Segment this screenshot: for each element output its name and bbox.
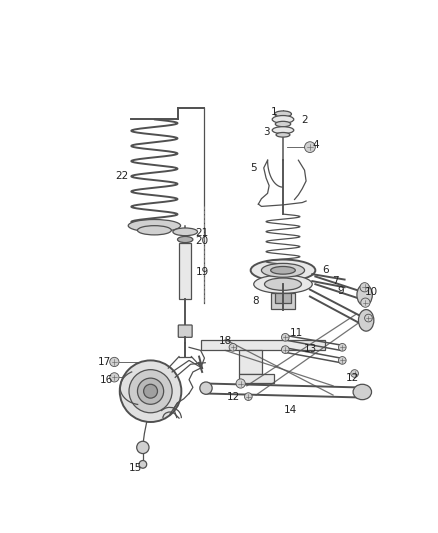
Bar [271,294,295,309]
Circle shape [361,298,370,308]
Text: 14: 14 [284,406,297,415]
Text: 5: 5 [251,163,257,173]
Circle shape [364,314,372,322]
Circle shape [120,360,181,422]
Text: 1: 1 [270,108,277,117]
Circle shape [244,393,252,400]
Circle shape [229,343,237,351]
Text: 13: 13 [304,344,317,354]
Ellipse shape [272,116,294,123]
Text: 15: 15 [128,463,142,473]
Text: 16: 16 [100,375,113,385]
Text: 21: 21 [195,228,209,238]
Circle shape [282,346,289,353]
Text: 8: 8 [253,296,259,306]
Circle shape [129,370,172,413]
Bar [239,374,274,383]
Text: 22: 22 [116,171,129,181]
Circle shape [236,379,245,388]
Bar [239,350,262,374]
Ellipse shape [276,122,291,127]
Circle shape [351,370,358,377]
Circle shape [304,142,315,152]
Bar [201,340,325,350]
Bar [179,243,191,299]
Circle shape [144,384,158,398]
Bar [276,294,291,303]
Circle shape [282,334,289,341]
Text: 17: 17 [98,357,111,367]
Ellipse shape [276,133,290,137]
Text: 10: 10 [365,287,378,297]
Circle shape [137,441,149,454]
Ellipse shape [358,310,374,331]
Ellipse shape [272,127,294,134]
Text: 20: 20 [196,236,209,246]
Ellipse shape [138,225,171,235]
Text: 2: 2 [301,115,308,125]
Ellipse shape [177,237,193,243]
Text: 12: 12 [346,373,359,383]
Ellipse shape [254,275,312,294]
Ellipse shape [200,382,212,394]
Text: 11: 11 [290,328,303,338]
Ellipse shape [251,260,315,281]
Ellipse shape [128,220,180,232]
Text: 7: 7 [332,276,339,286]
Circle shape [138,378,164,405]
Ellipse shape [275,111,291,117]
FancyBboxPatch shape [178,325,192,337]
Ellipse shape [353,384,371,400]
Circle shape [139,461,147,468]
Circle shape [110,373,119,382]
Text: 6: 6 [322,265,328,276]
Ellipse shape [173,228,198,236]
Ellipse shape [261,263,304,277]
Circle shape [339,357,346,364]
Text: 18: 18 [219,336,232,346]
Circle shape [360,282,369,292]
Text: 3: 3 [263,127,269,137]
Text: 9: 9 [337,286,344,296]
Ellipse shape [357,284,372,306]
Ellipse shape [265,278,301,290]
Text: 19: 19 [195,267,209,277]
Text: 12: 12 [226,392,240,401]
Circle shape [110,357,119,367]
Text: 4: 4 [312,140,319,150]
Circle shape [339,343,346,351]
Ellipse shape [271,266,295,274]
